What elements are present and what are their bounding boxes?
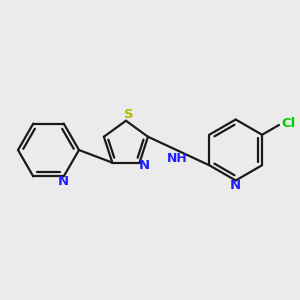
Text: N: N [58,175,69,188]
Text: NH: NH [167,152,188,165]
Text: Cl: Cl [282,117,296,130]
Text: N: N [230,179,241,193]
Text: N: N [139,159,150,172]
Text: S: S [124,108,133,121]
